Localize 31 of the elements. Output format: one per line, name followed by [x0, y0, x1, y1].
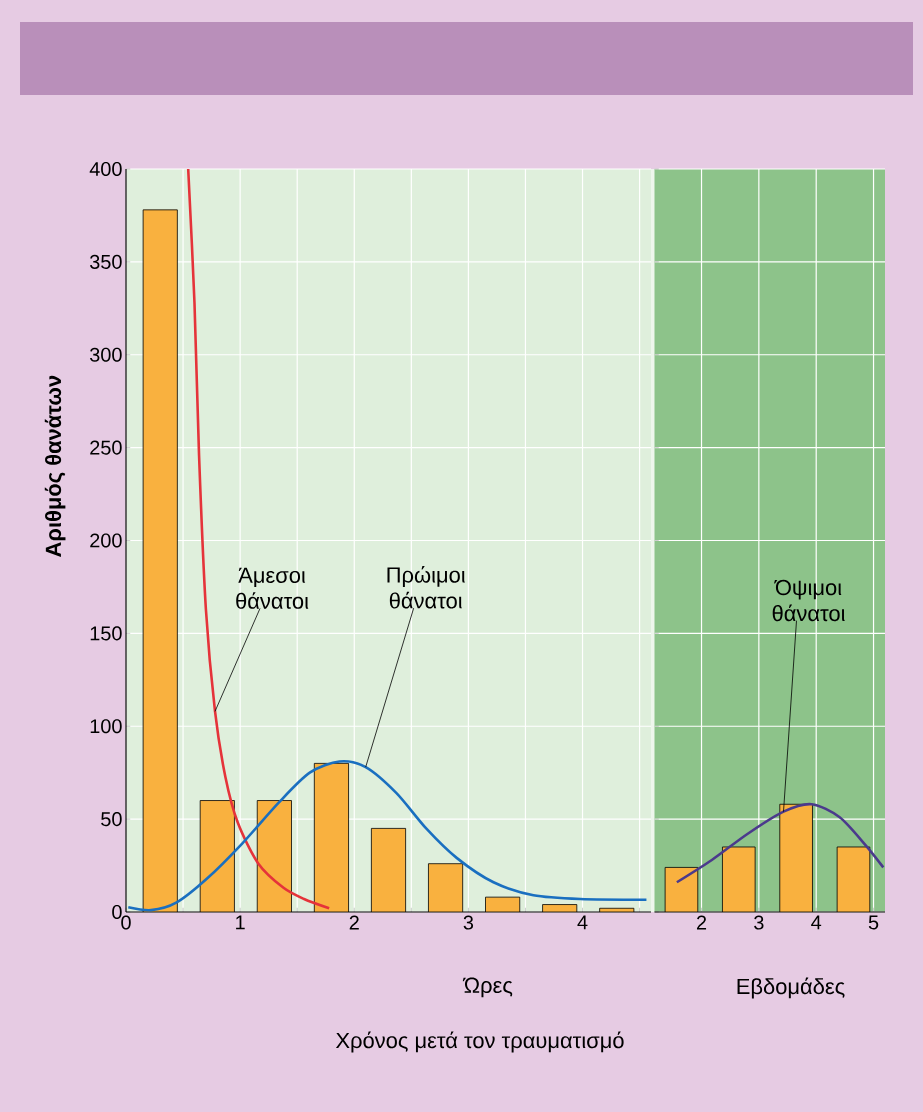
x-axis-title: Εβδομάδες [737, 977, 845, 999]
x-tick-label: 2 [349, 915, 359, 930]
y-tick-label: 50 [101, 812, 122, 827]
line-series [186, 168, 331, 910]
y-tick-label: 100 [90, 719, 122, 734]
y-tick-label: 0 [112, 904, 122, 920]
text: Όψιμοι θάνατοι [772, 579, 845, 622]
x-tick-label: 4 [811, 915, 822, 930]
y-tick-label: 400 [89, 161, 122, 177]
x-tick-label: 3 [463, 915, 474, 930]
x-tick-label: 2 [696, 915, 707, 930]
bar [428, 863, 463, 912]
x-tick-label: 4 [577, 915, 588, 930]
text: Χρόνος μετά τον τραυματισμό [335, 1031, 624, 1053]
bar [143, 209, 178, 912]
bar [200, 800, 235, 912]
x-tick-label: 5 [868, 915, 879, 930]
x-axis-title: Ώρες [462, 977, 513, 998]
y-tick-label: 250 [90, 440, 122, 455]
y-axis-title: Αριθμός θανάτων [44, 375, 66, 557]
bar [314, 763, 349, 912]
x-tick-label: 1 [236, 915, 245, 930]
x-tick-label: 3 [754, 915, 764, 930]
y-tick-label: 350 [90, 254, 122, 269]
bar [257, 800, 292, 912]
series-label: Άμεσοι θάνατοι [236, 567, 309, 609]
y-tick-label: 300 [90, 347, 122, 362]
y-tick-label: 200 [90, 533, 122, 548]
text: Πρώιμοι θάνατοι [387, 565, 466, 609]
bar [371, 828, 406, 912]
y-tick-label: 150 [90, 626, 122, 641]
